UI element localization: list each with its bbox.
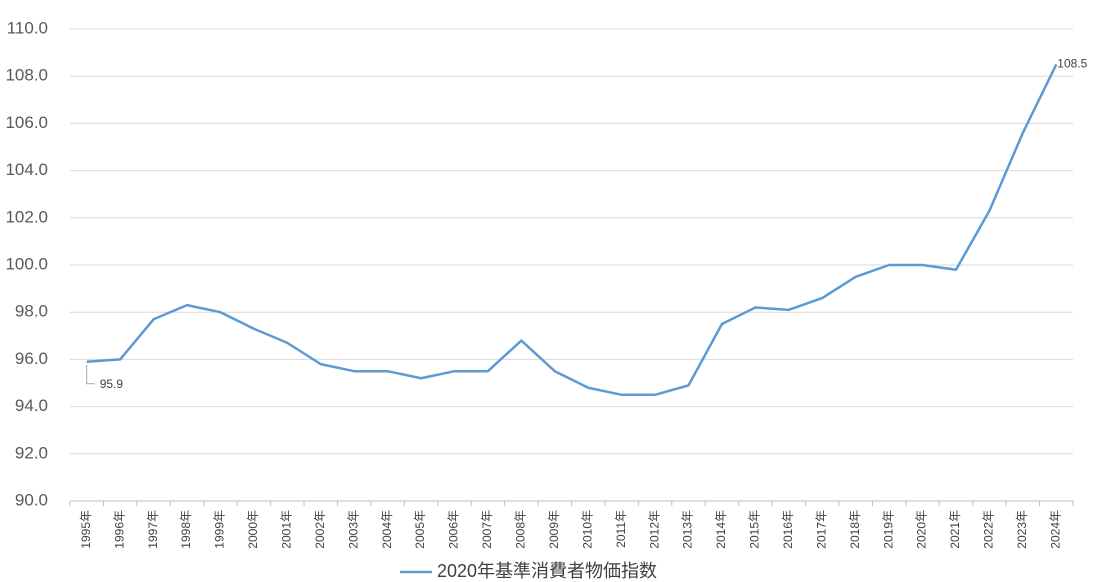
x-tick-label: 2005年: [413, 510, 427, 549]
x-tick-label: 1995年: [79, 510, 93, 549]
x-tick-label: 2023年: [1015, 510, 1029, 549]
y-tick-label: 96.0: [15, 349, 48, 368]
label-leader: [86, 364, 95, 385]
y-tick-label: 94.0: [15, 396, 48, 415]
x-tick-label: 1999年: [213, 510, 227, 549]
series-line: [86, 63, 1058, 397]
y-tick-label: 98.0: [15, 302, 48, 321]
x-tick-label: 2018年: [848, 510, 862, 549]
data-label: 108.5: [1057, 57, 1087, 71]
y-tick-label: 108.0: [5, 66, 48, 85]
x-tick-label: 2016年: [781, 510, 795, 549]
x-tick-label: 2012年: [647, 510, 661, 549]
x-tick-label: 2015年: [748, 510, 762, 549]
x-tick-label: 2022年: [982, 510, 996, 549]
x-tick-label: 2008年: [514, 510, 528, 549]
x-tick-label: 1997年: [146, 510, 160, 549]
x-tick-label: 1998年: [179, 510, 193, 549]
x-tick-label: 2003年: [346, 510, 360, 549]
y-tick-label: 100.0: [5, 254, 48, 273]
y-tick-label: 104.0: [5, 160, 48, 179]
x-tick-label: 2011年: [614, 510, 628, 548]
x-tick-label: 2002年: [313, 510, 327, 549]
y-tick-label: 92.0: [15, 443, 48, 462]
x-tick-label: 2000年: [246, 510, 260, 549]
x-tick-label: 2020年: [915, 510, 929, 549]
x-tick-label: 1996年: [112, 510, 126, 549]
x-tick-label: 2010年: [580, 510, 594, 549]
x-tick-label: 2017年: [814, 510, 828, 549]
y-tick-label: 90.0: [15, 490, 48, 509]
legend-label: 2020年基準消費者物価指数: [437, 561, 657, 581]
x-tick-label: 2004年: [380, 510, 394, 549]
x-tick-label: 2014年: [714, 510, 728, 549]
x-tick-label: 2019年: [881, 510, 895, 549]
x-tick-label: 2024年: [1048, 510, 1062, 549]
y-tick-label: 102.0: [5, 207, 48, 226]
data-label: 95.9: [100, 377, 124, 391]
y-tick-label: 110.0: [7, 18, 48, 37]
x-tick-label: 2013年: [681, 510, 695, 549]
x-tick-label: 2007年: [480, 510, 494, 549]
x-tick-label: 2001年: [279, 510, 293, 549]
x-tick-label: 2021年: [948, 510, 962, 549]
y-tick-label: 106.0: [5, 113, 48, 132]
x-tick-label: 2006年: [447, 510, 461, 549]
x-tick-label: 2009年: [547, 510, 561, 549]
